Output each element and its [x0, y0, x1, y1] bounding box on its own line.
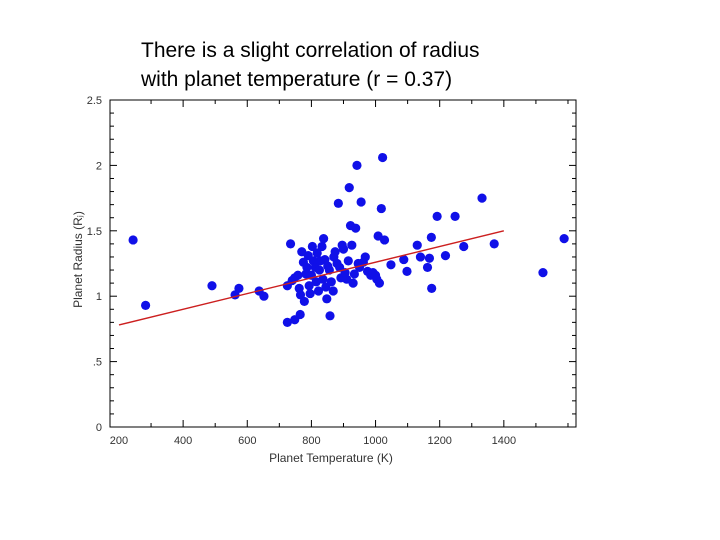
chart-title: There is a slight correlation of radius …	[141, 39, 480, 91]
x-tick-label: 1200	[427, 435, 451, 447]
data-point	[427, 283, 437, 293]
data-point	[328, 286, 338, 296]
data-point	[333, 198, 343, 208]
fit-line	[118, 230, 505, 326]
data-point	[432, 211, 442, 222]
y-tick-label: 2.5	[87, 95, 102, 107]
data-point	[399, 254, 409, 265]
x-tick-label: 1000	[363, 435, 387, 447]
data-point	[351, 223, 361, 233]
data-point	[302, 262, 312, 273]
data-point	[282, 317, 292, 327]
y-tick-label: 0	[96, 422, 102, 434]
data-point	[338, 244, 349, 254]
data-point	[348, 278, 358, 288]
x-axis-label: Planet Temperature (K)	[269, 451, 393, 465]
data-point	[459, 241, 469, 252]
data-point	[440, 251, 451, 261]
data-point	[450, 211, 460, 222]
data-point	[259, 291, 269, 301]
data-point	[304, 281, 314, 291]
data-point	[322, 294, 332, 304]
y-tick-label: 1.5	[87, 226, 102, 238]
data-point	[128, 235, 138, 245]
y-axis-label: Planet Radius (Rⱼ)	[71, 211, 85, 308]
plot-frame	[109, 99, 577, 428]
data-point	[318, 274, 328, 284]
data-point	[285, 239, 296, 249]
data-point	[293, 270, 303, 280]
data-point	[318, 234, 329, 244]
y-tick-label: .5	[93, 357, 102, 369]
data-point	[477, 193, 487, 203]
data-point	[317, 241, 327, 252]
data-point	[349, 269, 359, 279]
data-point	[344, 183, 354, 193]
data-point	[343, 256, 353, 266]
y-tick-label: 1	[96, 291, 102, 303]
data-point	[295, 309, 305, 320]
data-point	[559, 234, 569, 244]
data-point	[313, 286, 324, 296]
x-tick-label: 800	[302, 435, 320, 447]
data-point	[402, 266, 412, 276]
data-point	[325, 311, 335, 321]
data-point	[424, 253, 435, 263]
data-point	[360, 252, 370, 262]
data-point	[330, 247, 340, 257]
data-point	[356, 197, 366, 207]
y-tick-label: 2	[96, 160, 102, 172]
data-point	[386, 260, 396, 270]
data-point	[352, 160, 362, 170]
data-point	[426, 232, 436, 242]
data-point	[305, 288, 315, 299]
x-tick-label: 200	[110, 435, 128, 447]
data-point	[378, 152, 388, 163]
data-point	[326, 277, 336, 287]
x-tick-label: 1400	[492, 435, 516, 447]
data-point	[140, 300, 151, 310]
data-point	[299, 296, 309, 307]
data-point	[374, 278, 385, 288]
data-point	[379, 235, 390, 245]
data-point	[230, 290, 240, 300]
data-point	[489, 239, 499, 249]
data-point	[412, 240, 422, 250]
data-point	[538, 268, 548, 278]
x-tick-label: 600	[238, 435, 256, 447]
data-point	[314, 265, 325, 275]
x-tick-label: 400	[174, 435, 192, 447]
data-point	[207, 281, 217, 291]
data-point	[422, 262, 433, 273]
data-point	[347, 240, 357, 250]
data-point	[312, 248, 322, 258]
data-point	[415, 252, 426, 262]
data-point	[307, 241, 317, 252]
data-point	[376, 203, 386, 214]
